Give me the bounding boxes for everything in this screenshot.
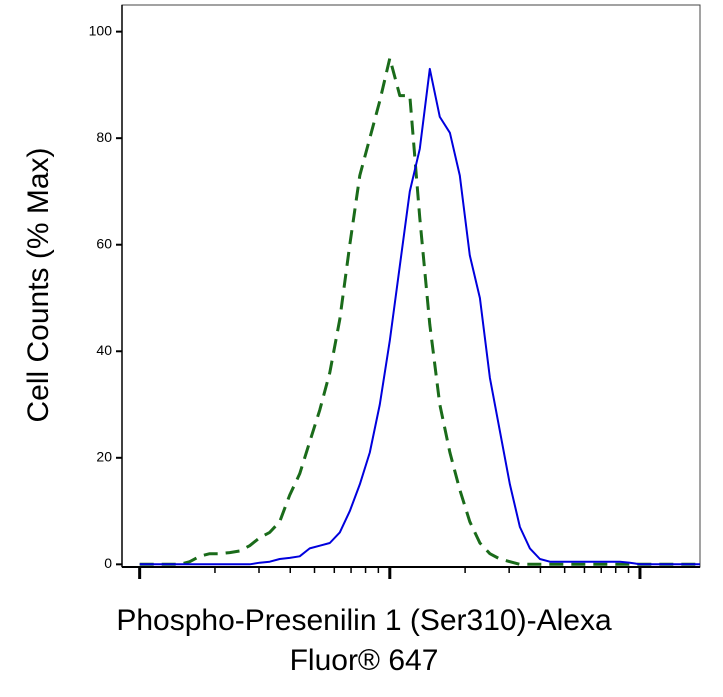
series-line bbox=[139, 56, 700, 566]
series-line bbox=[139, 67, 700, 566]
y-tick-label: 100 bbox=[89, 22, 113, 38]
plot-frame bbox=[121, 4, 701, 568]
y-tick-label: 0 bbox=[104, 555, 112, 571]
y-axis-label: Cell Counts (% Max) bbox=[22, 147, 55, 422]
y-tick-label: 40 bbox=[96, 342, 112, 358]
x-axis-label: Fluor® 647 bbox=[290, 644, 439, 677]
y-tick-label: 80 bbox=[96, 129, 112, 145]
y-tick-label: 60 bbox=[96, 235, 112, 251]
x-axis-label: Phospho-Presenilin 1 (Ser310)-Alexa bbox=[116, 604, 612, 637]
y-tick-label: 20 bbox=[96, 448, 112, 464]
